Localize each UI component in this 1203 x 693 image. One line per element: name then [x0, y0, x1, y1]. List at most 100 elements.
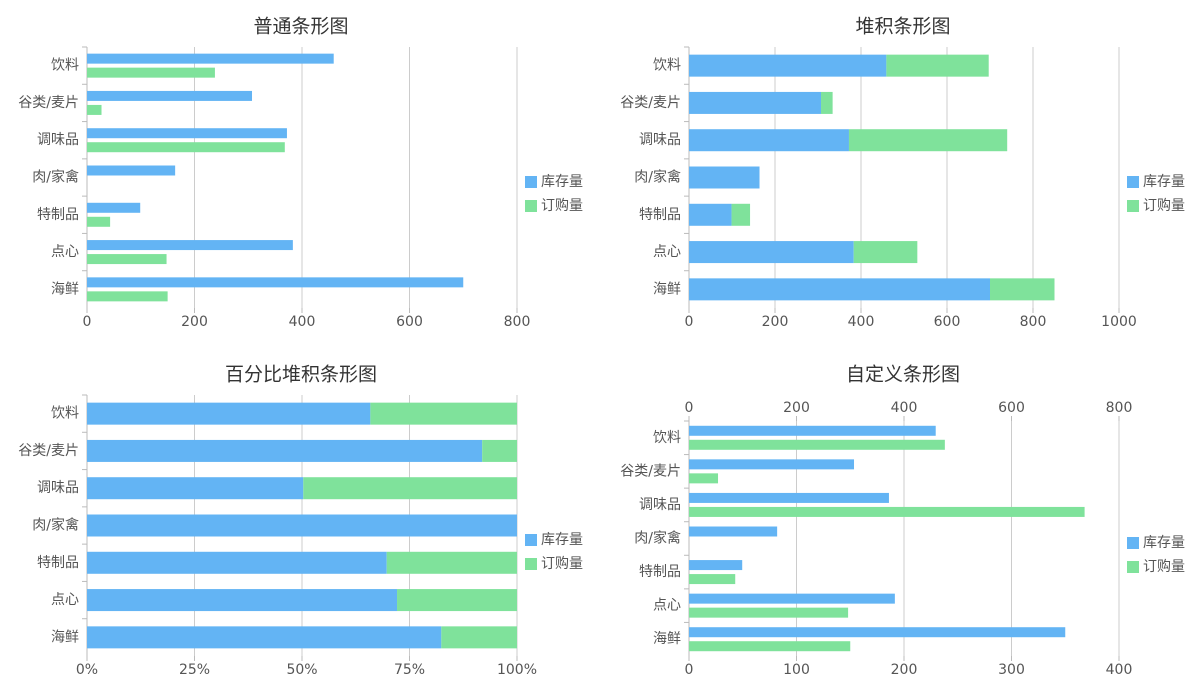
bar	[87, 165, 176, 176]
legend-label: 订购量	[541, 198, 583, 214]
bar	[87, 142, 285, 153]
bar	[370, 402, 517, 425]
bar	[689, 593, 895, 604]
bar	[87, 589, 398, 612]
bar	[397, 589, 517, 612]
x-tick-label: 800	[504, 314, 531, 330]
y-tick-label: 特制品	[639, 207, 681, 223]
bar	[689, 627, 1066, 638]
bar	[689, 425, 936, 436]
legend-label: 库存量	[1143, 535, 1185, 551]
y-tick-label: 特制品	[37, 555, 79, 571]
y-tick-label: 点心	[653, 244, 681, 260]
y-tick-label: 特制品	[37, 207, 79, 223]
bar	[689, 574, 736, 585]
bar	[441, 626, 517, 649]
bar	[689, 439, 945, 450]
y-tick-label: 特制品	[639, 564, 681, 580]
x-tick-label: 0	[685, 662, 694, 678]
legend-swatch	[1127, 561, 1139, 573]
legend-label: 库存量	[1143, 174, 1185, 190]
bar	[689, 560, 743, 571]
y-tick-label: 饮料	[653, 58, 681, 74]
y-tick-label: 点心	[653, 598, 681, 614]
x-tick-label: 200	[181, 314, 208, 330]
bar	[689, 278, 990, 301]
bar	[87, 477, 304, 500]
x-tick-label: 400	[848, 314, 875, 330]
bar	[87, 104, 102, 115]
chart-title: 自定义条形图	[846, 364, 960, 386]
legend-swatch	[1127, 176, 1139, 188]
bar	[689, 241, 854, 264]
bar	[87, 90, 253, 101]
x2-tick-label: 600	[998, 400, 1025, 416]
legend-label: 库存量	[541, 174, 583, 190]
legend-swatch	[525, 200, 537, 212]
y-tick-label: 肉/家禽	[634, 530, 681, 547]
y-tick-label: 点心	[51, 592, 79, 608]
y-tick-label: 海鲜	[653, 631, 681, 647]
x-tick-label: 100	[783, 662, 810, 678]
x-tick-label: 0%	[76, 662, 98, 678]
bar	[87, 514, 517, 537]
y-tick-label: 海鲜	[653, 281, 681, 297]
x2-tick-label: 200	[783, 400, 810, 416]
bar	[689, 91, 822, 114]
y-tick-label: 谷类/麦片	[18, 443, 79, 459]
y-tick-label: 调味品	[37, 132, 79, 148]
y-tick-label: 谷类/麦片	[620, 463, 681, 479]
bar	[87, 277, 464, 288]
legend-swatch	[525, 534, 537, 546]
y-tick-label: 饮料	[51, 58, 79, 74]
x-tick-label: 50%	[286, 662, 317, 678]
bar	[689, 506, 1085, 517]
bar	[87, 439, 483, 462]
legend-label: 库存量	[541, 532, 583, 548]
y-tick-label: 饮料	[653, 430, 681, 446]
bar	[689, 166, 760, 189]
bar	[87, 128, 287, 139]
bar	[689, 459, 855, 470]
y-tick-label: 谷类/麦片	[18, 95, 79, 111]
bar	[886, 54, 989, 77]
bar	[689, 641, 851, 652]
legend-swatch	[1127, 200, 1139, 212]
bar	[990, 278, 1055, 301]
x-tick-label: 200	[762, 314, 789, 330]
bar	[87, 67, 215, 78]
x-tick-label: 400	[1106, 662, 1133, 678]
x-tick-label: 200	[891, 662, 918, 678]
y-tick-label: 海鲜	[51, 629, 79, 645]
x-tick-label: 800	[1020, 314, 1047, 330]
bar	[689, 203, 732, 226]
legend-swatch	[525, 176, 537, 188]
bar	[87, 551, 387, 574]
y-tick-label: 肉/家禽	[32, 517, 79, 534]
legend-label: 订购量	[1143, 198, 1185, 214]
chart-title: 堆积条形图	[855, 16, 950, 38]
y-tick-label: 肉/家禽	[634, 169, 681, 186]
bar	[87, 240, 293, 251]
bar	[303, 477, 517, 500]
bar	[821, 91, 833, 114]
bar	[87, 626, 442, 649]
bar	[731, 203, 751, 226]
x-tick-label: 400	[289, 314, 316, 330]
legend-swatch	[525, 558, 537, 570]
bar	[689, 607, 849, 618]
bar	[87, 202, 141, 213]
bar	[689, 492, 889, 503]
x-tick-label: 300	[998, 662, 1025, 678]
x-tick-label: 0	[685, 314, 694, 330]
legend-label: 订购量	[1143, 559, 1185, 575]
bar	[689, 129, 849, 152]
x-tick-label: 600	[396, 314, 423, 330]
bar	[689, 473, 719, 484]
x-tick-label: 0	[83, 314, 92, 330]
bar	[87, 254, 167, 265]
bar	[87, 291, 168, 302]
chart-title: 百分比堆积条形图	[225, 364, 377, 386]
legend-label: 订购量	[541, 556, 583, 572]
